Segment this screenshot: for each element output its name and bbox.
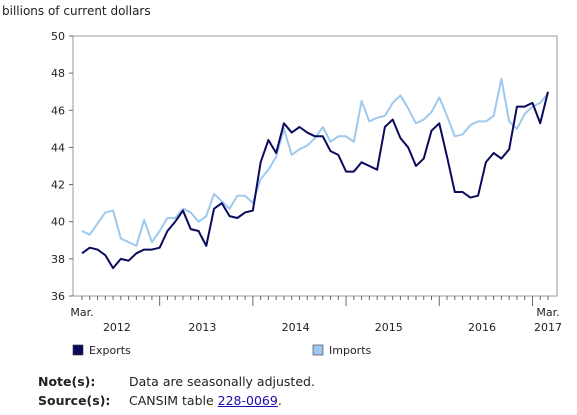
source-row: Source(s): CANSIM table 228-0069. (38, 391, 315, 410)
y-tick-label: 50 (51, 30, 65, 43)
x-year-label: 2015 (375, 321, 403, 334)
series-line-exports (81, 91, 549, 270)
x-year-label: 2013 (188, 321, 216, 334)
x-year-label: 2016 (468, 321, 496, 334)
plot-frame (72, 35, 558, 297)
note-row: Note(s): Data are seasonally adjusted. (38, 372, 315, 391)
note-text: Data are seasonally adjusted. (129, 374, 315, 389)
y-tick-label: 40 (51, 216, 65, 229)
y-axis-title: billions of current dollars (2, 4, 151, 18)
x-edge-label-end: Mar. (536, 306, 559, 319)
y-tick-label: 36 (51, 290, 65, 303)
x-year-label: 2012 (103, 321, 131, 334)
x-year-label: 2014 (282, 321, 310, 334)
note-label: Note(s): (38, 374, 96, 389)
legend-label-imports: Imports (329, 344, 372, 357)
y-tick-label: 42 (51, 179, 65, 192)
series-line-imports (81, 77, 549, 247)
y-tick-label: 38 (51, 253, 65, 266)
x-axis-labels: Mar. Mar. 2012 2013 2014 2015 2016 2017 (70, 306, 562, 334)
y-axis-ticks: 36 38 40 42 44 46 48 50 (51, 30, 73, 303)
x-edge-label-start: Mar. (70, 306, 93, 319)
x-year-label: 2017 (534, 321, 562, 334)
source-text: CANSIM table 228-0069. (129, 391, 282, 410)
chart-notes: Note(s): Data are seasonally adjusted. S… (38, 372, 315, 410)
source-prefix: CANSIM table (129, 393, 218, 408)
source-table-link[interactable]: 228-0069 (217, 393, 278, 408)
x-axis-ticks (81, 296, 549, 306)
y-tick-label: 48 (51, 67, 65, 80)
y-tick-label: 46 (51, 104, 65, 117)
legend-swatch-imports (312, 344, 324, 356)
series-lines (81, 77, 549, 270)
legend-label-exports: Exports (89, 344, 131, 357)
source-end: . (277, 393, 282, 408)
source-label: Source(s): (38, 393, 111, 408)
legend-swatch-exports (72, 344, 84, 356)
legend: Exports Imports (72, 344, 372, 357)
y-tick-label: 44 (51, 141, 65, 154)
